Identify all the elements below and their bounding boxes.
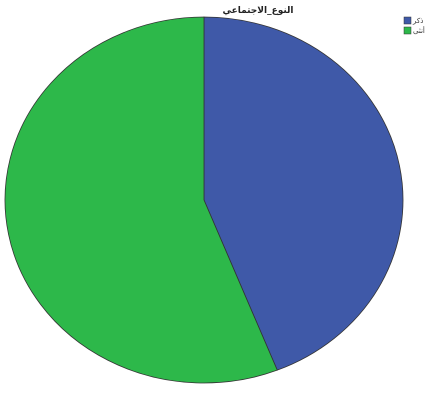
legend-label: ذكر [412,17,423,25]
pie-slices [4,16,404,384]
pie-slice-1 [203,16,404,371]
legend-swatch [403,16,412,25]
legend-swatch [403,26,412,35]
legend-item-2: أنثى [403,26,425,35]
legend-item-1: ذكر [403,16,423,25]
chart-title: النوع_الاجتماعي [222,6,293,16]
legend-label: أنثى [413,26,425,35]
pie-slice-2 [4,16,278,384]
